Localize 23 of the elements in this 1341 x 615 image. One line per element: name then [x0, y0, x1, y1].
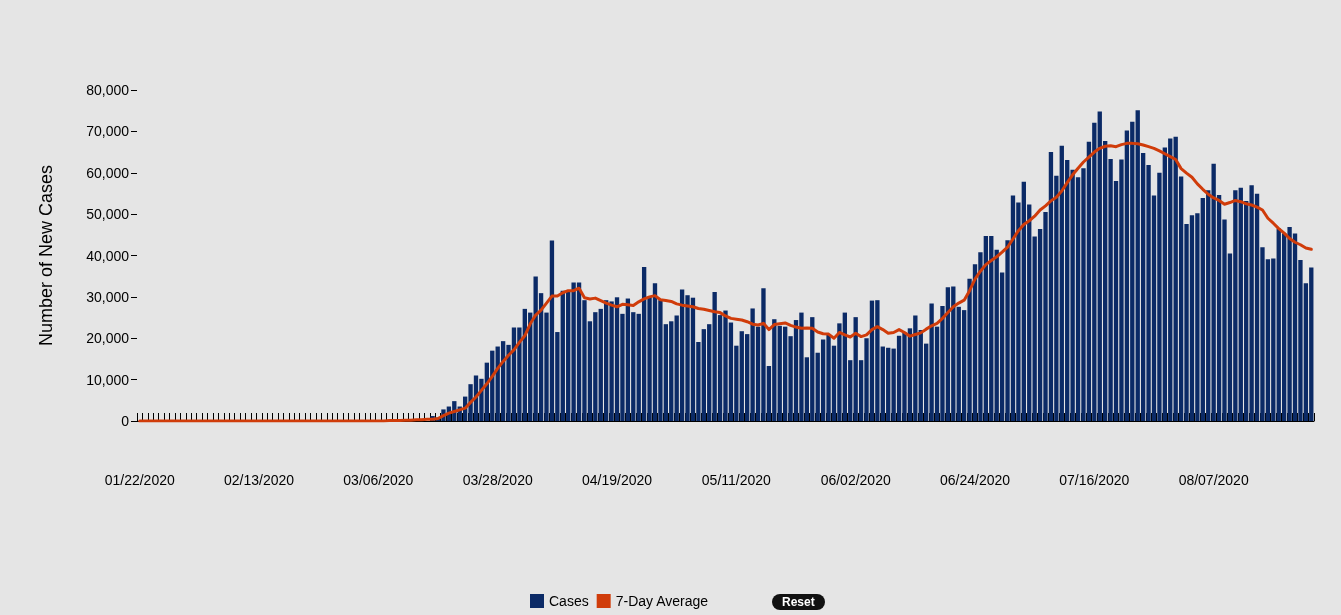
legend-label: 7-Day Average: [615, 593, 709, 609]
x-tick-label: 01/22/2020: [104, 472, 175, 488]
y-tick-label: 40,000: [86, 247, 130, 264]
x-tick-label: 03/28/2020: [462, 472, 533, 488]
x-tick-label: 06/24/2020: [939, 472, 1011, 488]
y-tick-label: 30,000: [86, 288, 130, 305]
y-tick-label: 10,000: [86, 371, 130, 388]
y-tick-label: 80,000: [86, 82, 130, 98]
x-tick-label: 05/11/2020: [701, 472, 772, 488]
y-tick-label: 60,000: [86, 164, 130, 181]
y-axis-title: Number of New Cases: [36, 164, 56, 347]
x-tick-label: 03/06/2020: [343, 472, 414, 488]
x-tick-label: 08/07/2020: [1178, 472, 1249, 488]
x-tick-label: 06/02/2020: [820, 472, 891, 488]
x-tick-label: 04/19/2020: [581, 472, 653, 488]
y-tick-label: 20,000: [86, 330, 130, 347]
y-tick-label: 70,000: [86, 123, 130, 140]
legend-label: Cases: [549, 593, 589, 609]
y-tick-label: 0: [121, 413, 130, 429]
x-tick-label: 02/13/2020: [224, 472, 295, 488]
reset-button: Reset: [772, 594, 825, 610]
y-tick-label: 50,000: [86, 206, 130, 223]
x-tick-label: 07/16/2020: [1059, 472, 1130, 488]
